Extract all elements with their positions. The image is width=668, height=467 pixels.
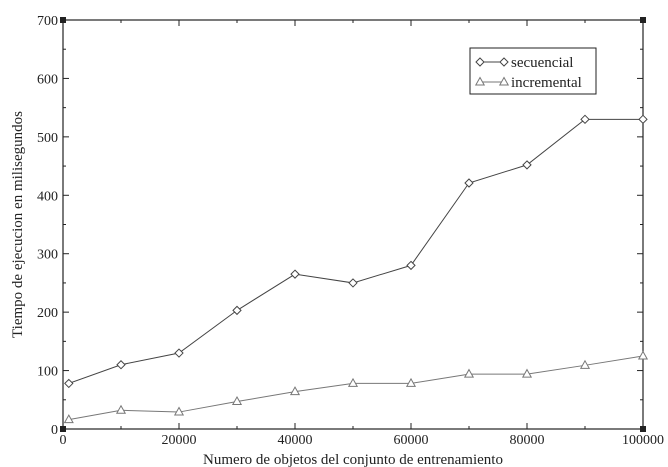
x-tick-label: 60000: [394, 433, 429, 448]
series-layer: [63, 114, 649, 424]
y-tick-label: 300: [37, 248, 58, 263]
data-point-incremental: [173, 406, 185, 416]
legend-marker-secuencial: [475, 57, 485, 67]
data-point-incremental: [231, 396, 243, 406]
data-point-incremental: [579, 359, 591, 369]
y-axis-title: Tiempo de ejecucion en milisegundos: [10, 111, 26, 338]
legend: secuencial incremental: [469, 47, 597, 95]
y-tick-label: 600: [37, 72, 58, 87]
data-point-secuencial: [232, 305, 242, 316]
y-tick-label: 100: [37, 365, 58, 380]
data-point-incremental: [637, 350, 649, 360]
data-point-secuencial: [522, 160, 532, 170]
legend-box: [469, 47, 597, 95]
x-axis-title: Numero de objetos del conjunto de entren…: [203, 452, 503, 467]
series-line-incremental: [68, 355, 644, 421]
data-point-secuencial: [638, 114, 648, 125]
x-tick-label: 100000: [622, 433, 664, 448]
data-point-incremental: [521, 368, 533, 378]
series-line-secuencial: [68, 118, 643, 384]
x-tick-label: 40000: [278, 433, 313, 448]
series-incremental: [63, 350, 649, 424]
legend-marker-incremental: [474, 76, 486, 86]
legend-marker-incremental: [498, 76, 510, 86]
data-point-incremental: [405, 377, 417, 387]
y-tick-label: 400: [37, 189, 58, 204]
series-secuencial: [64, 114, 648, 389]
data-point-incremental: [289, 386, 301, 396]
data-point-secuencial: [174, 348, 184, 358]
y-tick-label: 700: [37, 14, 58, 29]
data-point-secuencial: [580, 114, 590, 125]
data-point-secuencial: [406, 260, 416, 271]
data-point-secuencial: [348, 278, 358, 288]
x-tick-label: 80000: [510, 433, 545, 448]
data-point-incremental: [347, 377, 359, 387]
x-tick-label: 0: [60, 433, 67, 448]
data-point-secuencial: [64, 378, 74, 389]
data-point-secuencial: [116, 360, 126, 370]
legend-marker-secuencial: [499, 57, 509, 67]
x-axis: 0 20000 40000 60000 80000 100000: [60, 20, 664, 448]
y-tick-label: 200: [37, 306, 58, 321]
data-point-incremental: [115, 404, 127, 414]
legend-label-secuencial: secuencial: [511, 55, 573, 71]
data-point-secuencial: [464, 178, 474, 188]
data-point-incremental: [463, 368, 475, 378]
y-tick-label: 0: [51, 423, 58, 438]
y-axis: 0 100 200 300 400 500 600 700: [37, 14, 643, 438]
x-tick-label: 20000: [162, 433, 197, 448]
data-point-incremental: [63, 414, 74, 424]
y-tick-label: 500: [37, 131, 58, 146]
data-point-secuencial: [290, 269, 300, 279]
legend-label-incremental: incremental: [511, 75, 582, 91]
